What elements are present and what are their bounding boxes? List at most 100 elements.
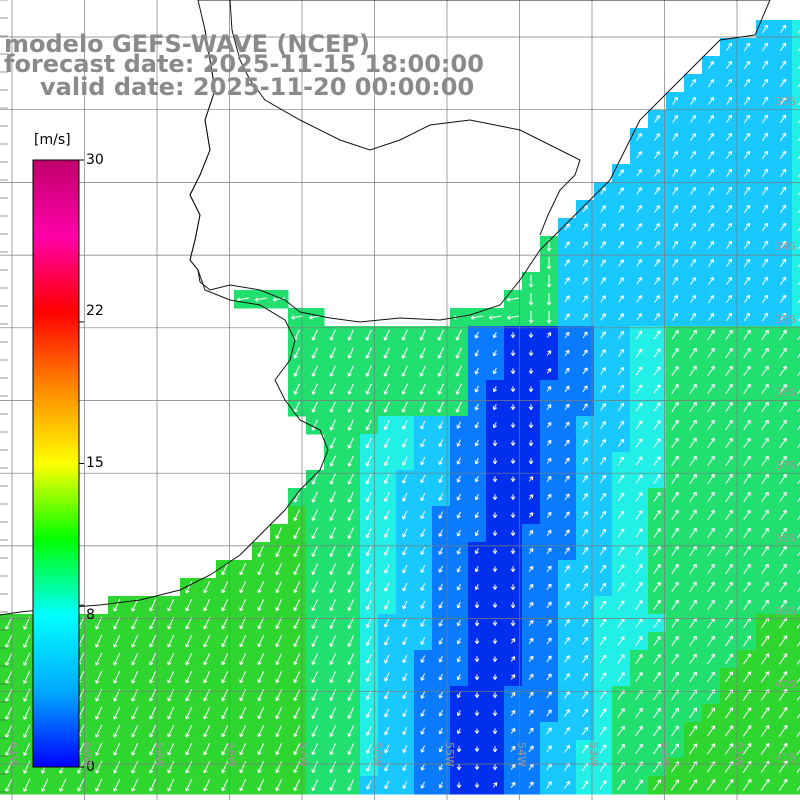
wind-arrow <box>689 455 697 467</box>
wind-arrow <box>744 294 751 303</box>
wind-arrow <box>708 276 715 285</box>
wind-arrow <box>617 420 625 430</box>
wind-arrow <box>420 529 426 538</box>
wind-speed-cell <box>792 92 800 111</box>
wind-arrow <box>671 347 679 358</box>
wind-arrow <box>671 509 679 521</box>
wind-arrow <box>617 528 625 538</box>
wind-arrow <box>582 493 588 501</box>
wind-arrow <box>582 547 588 555</box>
wind-arrow <box>311 329 318 341</box>
wind-arrow <box>707 527 715 539</box>
wind-arrow <box>437 347 444 359</box>
wind-arrow <box>419 401 426 413</box>
wind-arrow <box>221 562 229 576</box>
wind-arrow <box>402 456 408 466</box>
wind-arrow <box>671 330 679 340</box>
wind-arrow <box>708 204 715 213</box>
wind-arrow <box>744 312 751 321</box>
wind-arrow <box>671 491 679 503</box>
wind-arrow <box>707 419 715 431</box>
wind-arrow <box>690 294 696 303</box>
wind-arrow <box>600 474 607 483</box>
wind-arrow <box>761 329 769 341</box>
wind-speed-cell <box>792 542 800 561</box>
wind-arrow <box>779 24 787 34</box>
wind-arrow <box>726 312 733 321</box>
wind-arrow <box>365 437 372 449</box>
wind-speed-cell <box>792 686 800 705</box>
wind-arrow <box>347 509 355 521</box>
colorbar-gradient <box>32 159 80 768</box>
wind-arrow <box>492 368 497 375</box>
wind-arrow <box>797 425 800 431</box>
wind-arrow <box>779 186 787 196</box>
wind-arrow <box>492 458 498 465</box>
wind-arrow <box>402 528 408 538</box>
wind-arrow <box>708 240 715 249</box>
wind-arrow <box>474 403 479 411</box>
wind-speed-cell <box>792 668 800 687</box>
wind-speed-cell <box>792 578 800 597</box>
wind-arrow <box>635 510 643 520</box>
wind-arrow <box>725 545 733 557</box>
wind-arrow <box>743 455 751 467</box>
wind-arrow <box>725 473 733 485</box>
wind-arrow <box>456 547 461 555</box>
wind-arrow <box>437 401 444 413</box>
wind-arrow <box>617 456 625 466</box>
wind-arrow <box>528 422 534 429</box>
wind-arrow <box>420 492 426 502</box>
wind-arrow <box>708 168 715 177</box>
wind-arrow <box>488 315 502 320</box>
wind-speed-cell <box>792 236 800 255</box>
wind-arrow <box>618 259 624 267</box>
wind-arrow <box>329 509 337 521</box>
wind-arrow <box>726 258 733 267</box>
wind-arrow <box>635 384 643 394</box>
wind-arrow <box>293 401 300 413</box>
wind-arrow <box>672 115 678 123</box>
wind-arrow <box>797 443 800 449</box>
wind-arrow <box>546 547 552 555</box>
wind-speed-cell <box>792 614 800 633</box>
wind-arrow <box>347 473 354 485</box>
wind-arrow <box>744 96 751 105</box>
wind-arrow <box>564 241 570 249</box>
wind-speed-cell <box>792 218 800 237</box>
wind-arrow <box>401 383 408 395</box>
wind-arrow <box>743 401 751 413</box>
wind-arrow <box>546 404 552 410</box>
wind-arrow <box>797 353 800 359</box>
wind-arrow <box>564 493 570 501</box>
wind-arrow <box>365 329 372 341</box>
wind-arrow <box>293 491 300 503</box>
wind-speed-field <box>0 20 800 795</box>
wind-arrow <box>761 42 769 52</box>
wind-arrow <box>510 440 516 446</box>
wind-arrow <box>672 205 678 213</box>
colorbar-tick-15: 15 <box>86 455 104 471</box>
wind-arrow <box>492 386 497 393</box>
wind-arrow <box>456 439 461 447</box>
wind-arrow <box>329 491 336 503</box>
wind-arrow <box>635 330 643 340</box>
wind-arrow <box>456 529 461 537</box>
lon-label: 51W <box>732 742 745 767</box>
wind-arrow <box>528 476 534 482</box>
wind-arrow <box>564 367 570 375</box>
wind-arrow <box>347 347 354 359</box>
wind-arrow <box>654 259 660 267</box>
wind-arrow <box>653 384 661 394</box>
wind-arrow <box>564 421 570 429</box>
wind-arrow <box>311 491 318 503</box>
wind-arrow <box>761 222 769 232</box>
wind-arrow <box>510 494 516 500</box>
wind-arrow <box>528 274 534 288</box>
wind-arrow <box>329 437 336 449</box>
wind-arrow <box>779 114 787 124</box>
wind-arrow <box>797 551 800 557</box>
wind-arrow <box>708 78 715 87</box>
wind-arrow <box>797 371 800 377</box>
wind-arrow <box>636 133 642 141</box>
